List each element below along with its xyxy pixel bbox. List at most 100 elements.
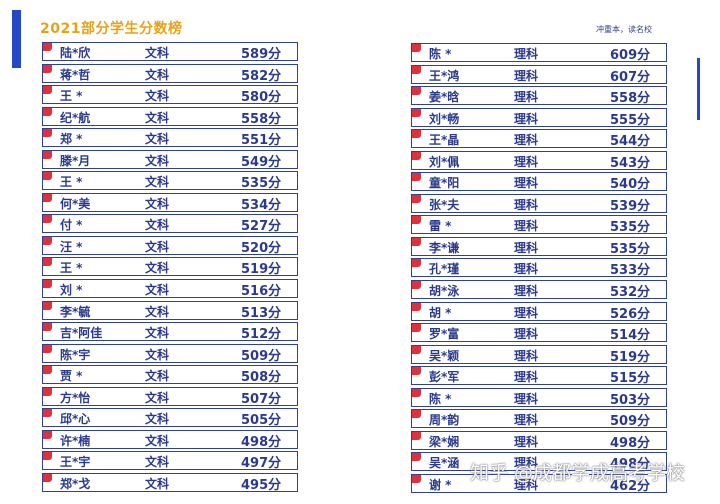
student-name: 王 *: [60, 261, 83, 276]
ribbon-tag-icon: [43, 129, 52, 138]
subject-label: 文科: [145, 283, 170, 298]
ribbon-tag-icon: [412, 44, 421, 52]
score-row: 陈 * 理科 609分: [411, 43, 667, 63]
score-row: 何*美 文科 534分: [42, 192, 298, 213]
ribbon-tag-icon: [43, 344, 52, 353]
subject-label: 理科: [514, 434, 539, 449]
ribbon-tag-icon: [412, 259, 421, 268]
ribbon-tag-icon: [43, 43, 52, 51]
ribbon-tag-icon: [412, 453, 421, 462]
student-name: 郑 *: [60, 132, 83, 147]
subject-label: 理科: [514, 456, 539, 471]
score-value: 535分: [610, 241, 651, 257]
score-value: 497分: [241, 456, 282, 472]
subject-label: 理科: [514, 477, 539, 492]
student-name: 王*晶: [429, 133, 460, 148]
score-row: 王 * 文科 580分: [42, 85, 298, 105]
subject-label: 理科: [514, 68, 539, 83]
subject-label: 文科: [145, 46, 170, 60]
ribbon-tag-icon: [412, 130, 421, 139]
score-row: 陈 * 理科 503分: [411, 387, 667, 408]
subject-label: 文科: [145, 89, 170, 104]
page-title: 2021部分学生分数榜: [40, 21, 183, 37]
ribbon-tag-icon: [43, 452, 52, 461]
student-name: 陆*欣: [60, 46, 91, 60]
student-name: 刘*畅: [429, 111, 460, 126]
student-name: 张*夫: [429, 197, 460, 212]
ribbon-tag-icon: [43, 301, 52, 310]
score-row: 滕*月 文科 549分: [42, 149, 298, 170]
student-name: 纪*航: [60, 110, 91, 125]
subject-label: 理科: [514, 348, 539, 363]
score-row: 汪 * 文科 520分: [42, 235, 298, 256]
student-name: 胡*泳: [429, 284, 460, 299]
subject-label: 文科: [145, 412, 170, 427]
right-accent-bar: [697, 58, 700, 120]
score-value: 558分: [241, 111, 282, 127]
score-value: 519分: [241, 262, 282, 278]
ribbon-tag-icon: [412, 388, 421, 397]
student-name: 滕*月: [60, 153, 91, 168]
ribbon-tag-icon: [412, 367, 421, 376]
score-value: 551分: [241, 133, 282, 149]
ribbon-tag-icon: [412, 302, 421, 311]
student-name: 陈 *: [429, 391, 452, 406]
student-name: 孔*瑾: [429, 262, 460, 277]
ribbon-tag-icon: [43, 409, 52, 418]
score-row: 郑 * 文科 551分: [42, 128, 298, 149]
ribbon-tag-icon: [412, 87, 421, 96]
ribbon-tag-icon: [43, 236, 52, 245]
student-name: 谢 *: [429, 477, 452, 492]
subject-label: 文科: [145, 433, 170, 448]
score-row: 彭*军 理科 515分: [411, 366, 667, 386]
score-row: 周*韵 理科 509分: [411, 409, 667, 429]
student-name: 刘 *: [60, 283, 83, 298]
ribbon-tag-icon: [43, 430, 52, 439]
score-value: 503分: [610, 392, 651, 408]
student-name: 周*韵: [429, 413, 460, 428]
score-value: 498分: [241, 434, 282, 450]
score-value: 532分: [610, 285, 651, 301]
slogan-text: 冲重本，读名校: [596, 25, 652, 34]
subject-label: 文科: [145, 196, 170, 211]
ribbon-tag-icon: [412, 237, 421, 246]
student-name: 王 *: [60, 89, 83, 104]
student-name: 吉*阿佳: [60, 326, 103, 341]
subject-label: 理科: [514, 327, 539, 342]
subject-label: 文科: [145, 67, 170, 82]
student-name: 郑*戈: [60, 476, 91, 491]
student-name: 梁*娴: [429, 434, 460, 449]
student-name: 何*美: [60, 196, 91, 211]
student-name: 雷 *: [429, 219, 452, 234]
subject-label: 理科: [514, 262, 539, 277]
score-value: 534分: [241, 197, 282, 213]
score-row: 蒋*哲 文科 582分: [42, 63, 298, 84]
student-name: 许*楠: [60, 433, 91, 448]
score-row: 郑*戈 文科 495分: [42, 472, 298, 493]
score-row: 李*毓 文科 513分: [42, 300, 298, 321]
ribbon-tag-icon: [43, 258, 52, 267]
left-accent-bar: [12, 10, 21, 68]
ribbon-tag-icon: [43, 172, 52, 181]
student-name: 胡 *: [429, 305, 452, 320]
ribbon-tag-icon: [412, 324, 421, 333]
student-name: 李*谦: [429, 240, 460, 255]
score-value: 535分: [610, 220, 651, 236]
score-value: 544分: [610, 134, 651, 150]
score-row: 张*夫 理科 539分: [411, 193, 667, 214]
score-value: 558分: [610, 91, 651, 107]
subject-label: 文科: [145, 304, 170, 319]
score-row: 吉*阿佳 文科 512分: [42, 322, 298, 342]
score-row: 胡 * 理科 526分: [411, 301, 667, 322]
score-value: 513分: [241, 305, 282, 321]
subject-label: 文科: [145, 110, 170, 125]
score-value: 540分: [610, 177, 651, 193]
score-value: 495分: [241, 477, 282, 493]
score-value: 582分: [241, 68, 282, 84]
score-row: 王*宇 文科 497分: [42, 451, 298, 472]
ribbon-tag-icon: [412, 431, 421, 440]
subject-label: 文科: [145, 455, 170, 470]
subject-label: 文科: [145, 390, 170, 405]
score-value: 507分: [241, 391, 282, 407]
ribbon-tag-icon: [43, 366, 52, 375]
